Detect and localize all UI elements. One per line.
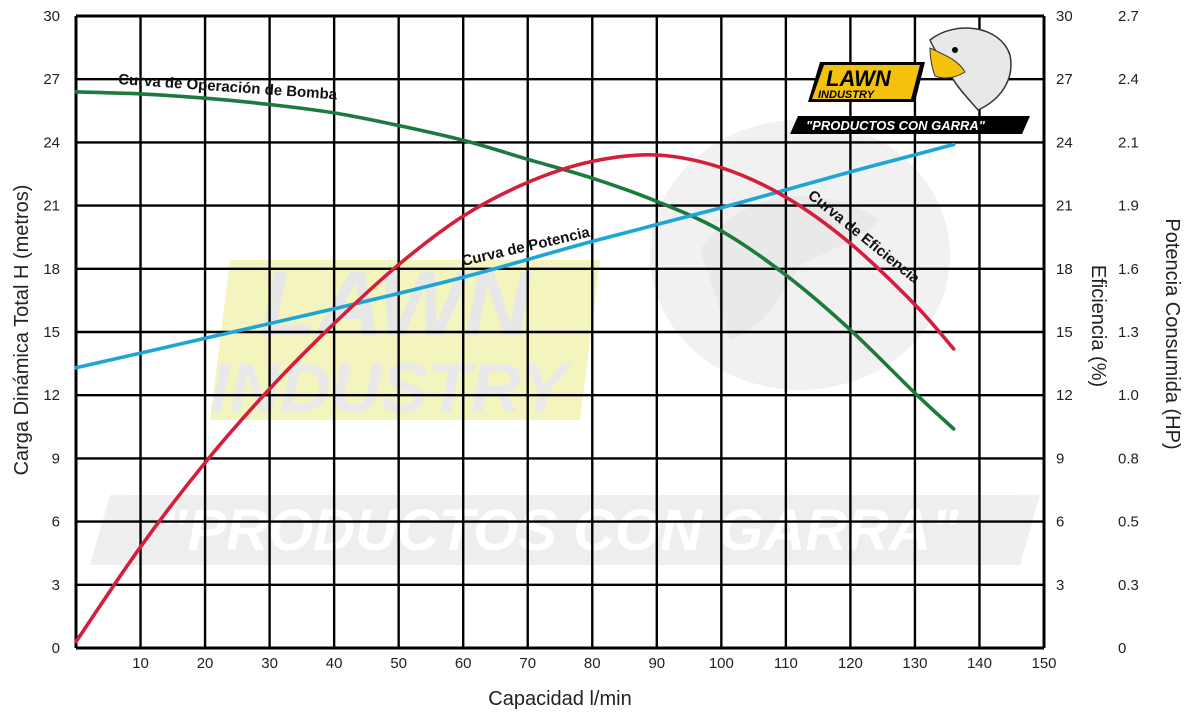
y-right-outer-tick-label: 2.7 [1118,8,1139,25]
x-tick-label: 50 [390,655,407,672]
y-left-tick-label: 24 [43,134,60,151]
y-right-outer-tick-label: 2.4 [1118,71,1139,88]
y-right-inner-tick-label: 21 [1056,198,1073,215]
watermark-slogan-band [90,495,1040,565]
y-left-tick-label: 9 [52,450,60,467]
y-right-outer-tick-label: 0.8 [1118,450,1139,467]
y-axis-left-title: Carga Dinámica Total H (metros) [11,185,33,476]
x-tick-label: 100 [709,655,734,672]
y-left-tick-label: 0 [52,640,60,657]
y-left-tick-label: 6 [52,514,60,531]
x-axis-ticks: 10 20 30 40 50 60 70 80 90 100 110 120 130 140 150 [132,655,1056,672]
y-right-outer-tick-label: 2.1 [1118,134,1139,151]
series-group [74,90,956,644]
x-tick-label: 130 [902,655,927,672]
y-right-inner-tick-label: 3 [1056,577,1064,594]
series-line-curva-potencia [74,142,956,370]
x-tick-label: 140 [967,655,992,672]
logo-brand-top: LAWN [826,66,892,91]
x-tick-label: 70 [519,655,536,672]
y-right-inner-tick-label: 18 [1056,261,1073,278]
x-tick-label: 10 [132,655,149,672]
x-tick-label: 30 [261,655,278,672]
logo-slogan-band [790,116,1030,134]
logo-eagle-eye-icon [952,47,958,53]
watermark-brand-bottom: INDUSTRY [210,349,572,427]
y-right-inner-tick-label: 24 [1056,134,1073,151]
x-tick-label: 150 [1031,655,1056,672]
y-right-inner-tick-label: 6 [1056,514,1064,531]
logo-eagle-beak-icon [929,47,966,79]
x-tick-label: 120 [838,655,863,672]
y-right-outer-tick-label: 1.6 [1118,261,1139,278]
x-tick-label: 110 [774,655,798,672]
x-tick-label: 60 [455,655,472,672]
logo-yellow-panel [812,65,920,99]
y-right-outer-tick-label: 1.9 [1118,198,1139,215]
y-right-outer-tick-label: 1.3 [1118,324,1139,341]
y-left-tick-label: 3 [52,577,60,594]
y-left-tick-label: 12 [43,387,60,404]
y-right-outer-tick-label: 1.0 [1118,387,1139,404]
y-axis-right-inner-title: Eficiencia (%) [1087,265,1109,387]
y-axis-right-outer-ticks: 0 0.3 0.5 0.8 1.0 1.3 1.6 1.9 2.1 2.4 2.7 [1118,8,1139,657]
brand-logo: LAWN INDUSTRY "PRODUCTOS CON GARRA" [790,27,1030,134]
y-right-inner-tick-label: 9 [1056,450,1064,467]
x-axis-title: Capacidad l/min [488,688,631,710]
y-left-tick-label: 18 [43,261,60,278]
y-right-outer-tick-label: 0 [1118,640,1126,657]
series-line-curva-operacion [74,90,956,431]
y-left-tick-label: 21 [43,198,60,215]
y-right-inner-tick-label: 15 [1056,324,1073,341]
watermark-slogan: "PRODUCTOS CON GARRA" [160,498,960,563]
y-right-outer-tick-label: 0.3 [1118,577,1139,594]
x-tick-label: 80 [584,655,601,672]
y-axis-left-ticks: 0 3 6 9 12 15 18 21 24 27 30 [43,8,60,657]
y-axis-right-inner-ticks: 3 6 9 12 15 18 21 24 27 30 [1056,8,1073,594]
x-tick-label: 40 [326,655,343,672]
y-right-inner-tick-label: 12 [1056,387,1073,404]
watermark-yellow-panel [210,260,600,420]
y-axis-right-outer-title: Potencia Consumida (HP) [1161,218,1183,449]
logo-slogan: "PRODUCTOS CON GARRA" [806,118,986,133]
logo-brand-bottom: INDUSTRY [818,89,876,101]
x-tick-label: 20 [197,655,214,672]
y-left-tick-label: 30 [43,8,60,25]
y-left-tick-label: 15 [43,324,60,341]
x-tick-label: 90 [648,655,665,672]
background-watermark: LAWN INDUSTRY "PRODUCTOS CON GARRA" [90,120,1040,565]
y-right-inner-tick-label: 30 [1056,8,1073,25]
y-right-outer-tick-label: 0.5 [1118,514,1139,531]
y-right-inner-tick-label: 27 [1056,71,1073,88]
series-line-curva-eficiencia [74,153,956,644]
y-left-tick-label: 27 [43,71,60,88]
